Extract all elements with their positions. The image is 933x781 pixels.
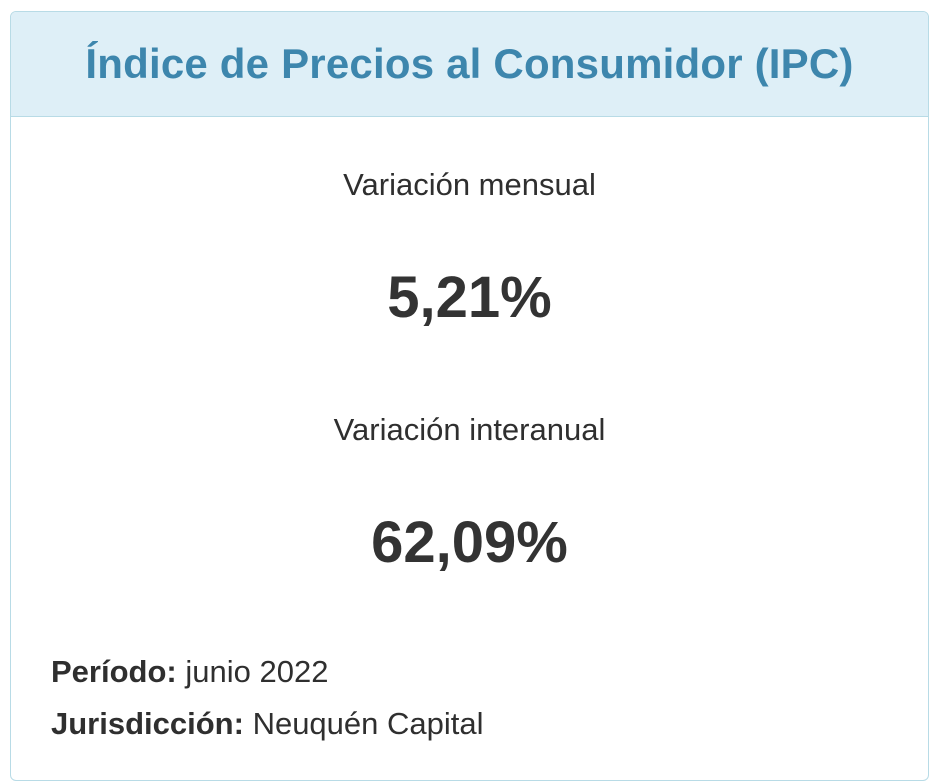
card-header: Índice de Precios al Consumidor (IPC) (11, 12, 928, 117)
monthly-variation-label: Variación mensual (343, 167, 596, 202)
period-value: junio 2022 (185, 654, 329, 689)
ipc-card: Índice de Precios al Consumidor (IPC) Va… (10, 11, 929, 781)
card-title: Índice de Precios al Consumidor (IPC) (85, 40, 854, 87)
period-line: Período: junio 2022 (51, 656, 328, 687)
jurisdiction-key: Jurisdicción: (51, 706, 244, 741)
jurisdiction-value: Neuquén Capital (252, 706, 484, 741)
jurisdiction-line: Jurisdicción: Neuquén Capital (51, 708, 484, 739)
period-key: Período: (51, 654, 177, 689)
annual-variation-value: 62,09% (371, 510, 568, 575)
card-body: Variación mensual 5,21% Variación intera… (11, 117, 928, 780)
annual-variation-label: Variación interanual (333, 412, 606, 447)
monthly-variation-value: 5,21% (387, 265, 552, 330)
